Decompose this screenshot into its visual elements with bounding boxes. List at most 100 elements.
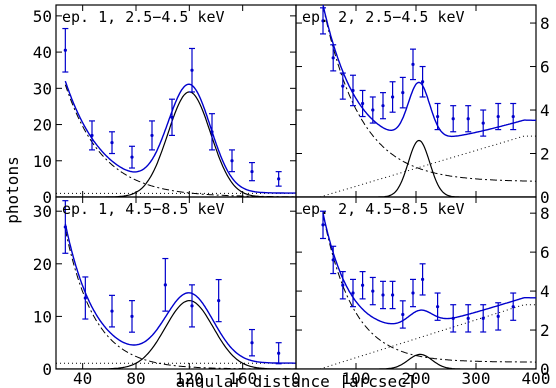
data-point	[250, 170, 254, 174]
data-point	[371, 289, 375, 293]
data-point	[130, 155, 134, 159]
background-dashdot-curve	[322, 213, 536, 363]
data-point	[331, 258, 335, 262]
panel-title: ep. 1, 4.5−8.5 keV	[62, 200, 225, 218]
source-dotted-curve	[296, 304, 536, 369]
data-point	[170, 115, 174, 119]
data-point	[381, 293, 385, 297]
source-dotted-curve	[296, 135, 536, 197]
data-point	[341, 283, 345, 287]
x-axis-label: angular distance [arcsec]	[176, 372, 417, 388]
y-tick-label: 6	[540, 243, 550, 262]
total-model-curve	[322, 5, 536, 138]
data-point	[341, 84, 345, 88]
panel-title: ep. 2, 2.5−4.5 keV	[302, 8, 465, 26]
data-point	[150, 133, 154, 138]
y-tick-label: 0	[540, 360, 550, 379]
x-tick-label: 120	[175, 369, 204, 388]
data-point	[90, 133, 94, 138]
x-tick-label: 0	[291, 369, 301, 388]
x-tick-label: 300	[462, 369, 491, 388]
data-point	[361, 101, 365, 106]
x-tick-label: 200	[402, 369, 431, 388]
data-point	[130, 314, 134, 319]
panel-plot-area	[56, 200, 296, 369]
total-model-curve	[322, 213, 536, 325]
data-point	[436, 305, 440, 309]
background-dashdot-curve	[64, 229, 296, 369]
y-axis-label: photons	[3, 156, 22, 223]
y-tick-label: 4	[540, 101, 550, 120]
data-point	[230, 159, 234, 163]
data-point	[190, 68, 194, 72]
data-point	[496, 114, 500, 119]
data-point	[511, 305, 515, 309]
panel-p21: 40 80 120 160 0 10 20 30 ep. 1, 4.5−8.5 keV	[33, 196, 297, 388]
data-point	[411, 62, 415, 66]
data-point	[371, 108, 375, 112]
y-tick-label: 10	[33, 307, 52, 326]
data-point	[277, 351, 281, 355]
data-point	[381, 104, 385, 108]
data-point	[361, 283, 365, 287]
data-point	[190, 304, 194, 308]
data-point	[451, 117, 455, 121]
x-tick-label: 40	[73, 369, 92, 388]
data-point	[321, 223, 325, 227]
panel-title: ep. 1, 2.5−4.5 keV	[62, 8, 225, 26]
panel-frame	[55, 196, 297, 370]
data-point	[421, 80, 425, 84]
data-point	[110, 141, 114, 145]
data-point	[391, 95, 395, 99]
data-point	[511, 114, 515, 119]
data-point	[110, 309, 114, 313]
data-point	[210, 130, 214, 134]
y-tick-label: 10	[33, 152, 52, 171]
peak-component-curve	[296, 353, 536, 369]
panel-frame	[295, 196, 537, 370]
data-point	[217, 299, 221, 303]
y-tick-label: 8	[540, 204, 550, 223]
total-model-curve	[64, 223, 296, 364]
data-point	[331, 56, 335, 60]
data-point	[481, 121, 485, 125]
panel-plot-area	[296, 210, 536, 369]
data-point	[466, 316, 470, 320]
data-point	[321, 19, 325, 23]
data-point	[401, 312, 405, 317]
y-tick-label: 6	[540, 58, 550, 77]
y-tick-label: 8	[540, 14, 550, 33]
y-tick-label: 30	[33, 202, 52, 221]
y-tick-label: 0	[42, 188, 52, 207]
data-point	[83, 296, 87, 300]
panel-plot-area	[296, 5, 536, 197]
data-point	[421, 277, 425, 281]
data-point	[411, 291, 415, 295]
data-point	[466, 117, 470, 121]
panel-plot-area	[56, 27, 296, 197]
data-point	[351, 88, 355, 93]
x-tick-label: 80	[126, 369, 145, 388]
y-tick-label: 50	[33, 7, 52, 26]
panel-title: ep. 2, 4.5−8.5 keV	[302, 200, 465, 218]
data-point	[451, 316, 455, 320]
peak-component-curve	[56, 299, 296, 369]
y-tick-label: 40	[33, 43, 52, 62]
data-point	[481, 316, 485, 320]
data-point	[163, 283, 167, 287]
data-point	[277, 177, 281, 181]
data-point	[496, 314, 500, 319]
x-tick-label: 100	[342, 369, 371, 388]
data-point	[63, 48, 67, 52]
y-tick-label: 4	[540, 282, 550, 301]
x-tick-label: 400	[522, 369, 551, 388]
data-point	[436, 114, 440, 119]
peak-component-curve	[296, 139, 536, 197]
x-tick-label: 160	[228, 369, 257, 388]
y-tick-label: 0	[540, 188, 550, 207]
y-tick-label: 0	[42, 360, 52, 379]
peak-component-curve	[56, 91, 296, 197]
